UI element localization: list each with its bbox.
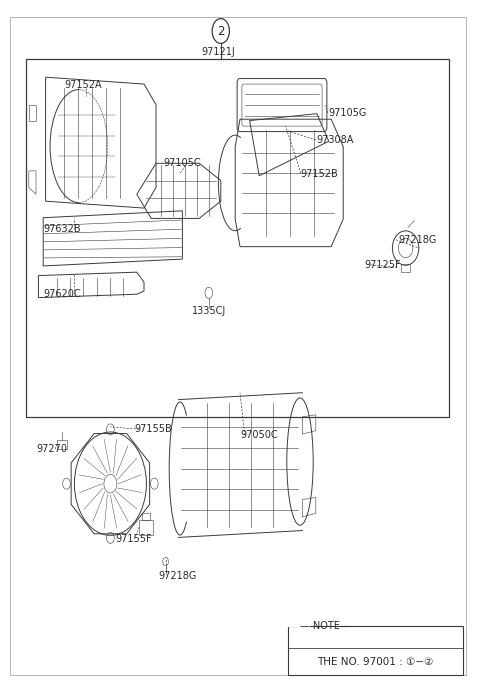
Bar: [401, 264, 410, 272]
Text: 97155F: 97155F: [115, 534, 152, 544]
Text: — NOTE—: — NOTE—: [300, 621, 350, 630]
Bar: [139, 520, 153, 535]
Bar: [26, 59, 449, 417]
Text: 97632B: 97632B: [43, 224, 81, 234]
Circle shape: [212, 19, 229, 43]
Text: 97152A: 97152A: [65, 81, 102, 90]
Text: 97050C: 97050C: [240, 431, 277, 440]
Text: 97105C: 97105C: [163, 158, 201, 167]
Text: 1335CJ: 1335CJ: [192, 306, 226, 316]
Text: 97152B: 97152B: [300, 169, 338, 178]
Text: 97155B: 97155B: [134, 424, 172, 434]
Text: 97218G: 97218G: [158, 571, 197, 581]
Bar: [57, 440, 67, 449]
Bar: [142, 513, 150, 520]
Text: 97270: 97270: [36, 444, 67, 454]
Text: 97121J: 97121J: [202, 48, 235, 57]
Bar: [288, 626, 463, 675]
Text: 97620C: 97620C: [43, 289, 81, 298]
Text: 97308A: 97308A: [317, 135, 354, 145]
Text: 2: 2: [217, 25, 225, 37]
Text: 97218G: 97218G: [398, 235, 437, 245]
Text: 97105G: 97105G: [329, 108, 367, 118]
Text: THE NO. 97001 : ①−②: THE NO. 97001 : ①−②: [317, 657, 434, 666]
Text: 97125F: 97125F: [365, 260, 401, 269]
